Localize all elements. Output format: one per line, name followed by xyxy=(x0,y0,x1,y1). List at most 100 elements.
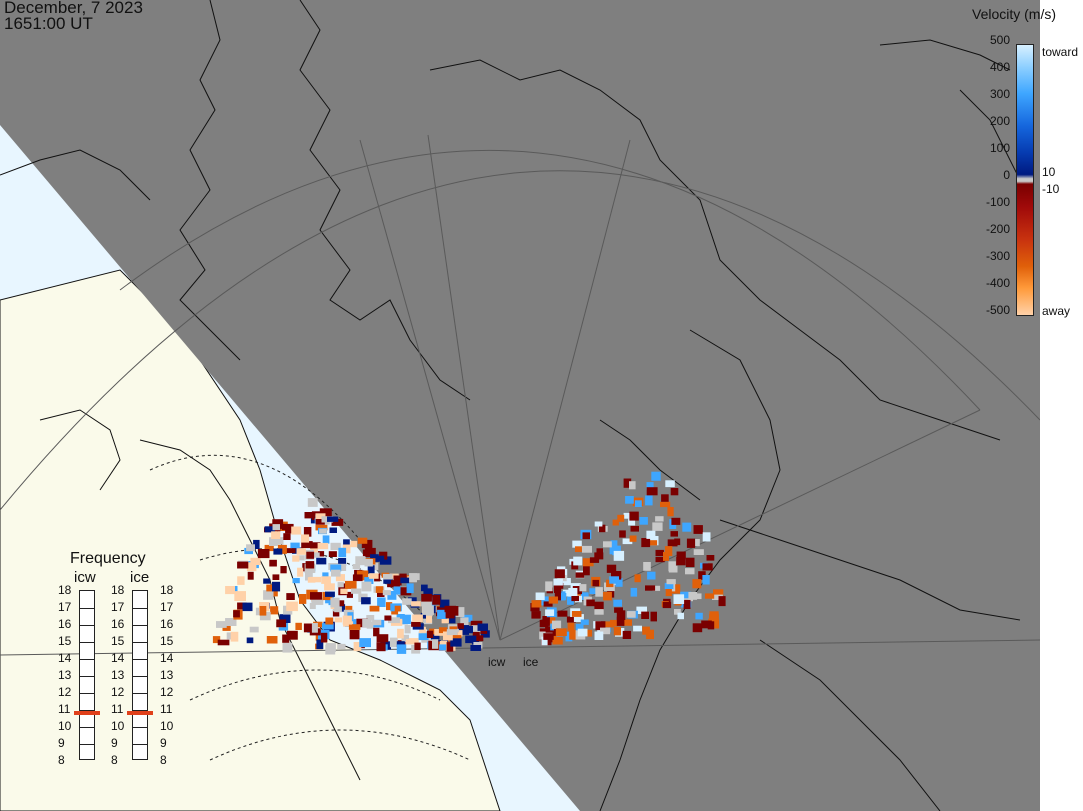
echo-cell xyxy=(639,517,648,525)
echo-cell xyxy=(477,623,488,631)
echo-cell xyxy=(361,539,373,549)
echo-cell xyxy=(664,582,674,589)
echo-cell xyxy=(234,591,246,601)
echo-cell xyxy=(450,638,462,647)
echo-cell xyxy=(306,551,315,559)
velocity-tick: 400 xyxy=(989,60,1010,74)
echo-cell xyxy=(349,629,360,640)
echo-cell xyxy=(286,593,295,600)
echo-cell xyxy=(384,615,392,621)
echo-cell xyxy=(470,620,483,627)
echo-cell xyxy=(426,615,432,623)
echo-cell xyxy=(476,635,484,642)
echo-cell xyxy=(676,551,686,560)
echo-cell xyxy=(388,617,400,624)
echo-cell xyxy=(271,531,281,539)
velocity-legend-title: Velocity (m/s) xyxy=(972,6,1057,22)
echo-cell xyxy=(316,639,324,650)
echo-cell xyxy=(667,539,678,547)
frequency-gridline xyxy=(80,676,94,677)
echo-cell xyxy=(352,564,361,569)
echo-cell xyxy=(437,609,448,619)
echo-cell xyxy=(303,623,312,633)
echo-cell xyxy=(612,545,621,556)
echo-cell xyxy=(377,590,385,597)
echo-cell xyxy=(383,573,393,580)
echo-cell xyxy=(706,555,715,561)
echo-cell xyxy=(628,518,636,526)
echo-cell xyxy=(565,631,573,642)
echo-cell xyxy=(571,561,579,570)
echo-cell xyxy=(285,548,296,554)
echo-cell xyxy=(322,572,329,581)
echo-cell xyxy=(613,626,621,636)
echo-cell xyxy=(713,589,724,599)
echo-cell xyxy=(266,636,278,644)
echo-cell xyxy=(686,538,696,548)
echo-cell xyxy=(322,623,334,630)
echo-cell xyxy=(322,535,330,544)
frequency-selected-marker xyxy=(74,711,100,716)
echo-cell xyxy=(279,614,291,623)
frequency-tick-label: 16 xyxy=(58,617,72,631)
echo-cell xyxy=(438,627,448,634)
echo-cell xyxy=(629,535,637,542)
echo-cell xyxy=(414,642,421,650)
echo-cell xyxy=(233,610,240,618)
echo-cell xyxy=(246,544,255,552)
date-text: December, 7 2023 xyxy=(4,0,143,17)
echo-cell xyxy=(579,584,587,592)
echo-cell xyxy=(379,556,392,565)
echo-cell xyxy=(606,564,617,573)
echo-cell xyxy=(351,588,362,594)
echo-cell xyxy=(589,588,596,595)
velocity-tick: 300 xyxy=(989,87,1010,101)
echo-cell xyxy=(646,629,654,640)
frequency-tick-label: 9 xyxy=(111,736,118,750)
echo-cell xyxy=(609,576,619,584)
frequency-radar-icw: icw xyxy=(74,569,96,586)
echo-cell xyxy=(622,619,632,626)
echo-cell xyxy=(401,634,409,642)
echo-cell xyxy=(443,631,453,641)
frequency-tick-label: 8 xyxy=(111,753,118,767)
echo-cell xyxy=(237,561,249,569)
frequency-tick-label: 10 xyxy=(58,719,72,733)
echo-cell xyxy=(237,602,247,610)
echo-cell xyxy=(343,539,350,546)
echo-cell xyxy=(610,619,619,627)
echo-cell xyxy=(296,548,306,555)
echo-cell xyxy=(264,544,274,552)
echo-cell xyxy=(430,634,440,640)
echo-cell xyxy=(577,628,588,637)
echo-cell xyxy=(307,498,318,507)
echo-cell xyxy=(662,601,672,609)
echo-cell xyxy=(613,599,622,607)
echo-cell xyxy=(321,576,331,584)
echo-cell xyxy=(600,627,611,635)
echo-cell xyxy=(567,596,574,605)
echo-cell xyxy=(387,581,394,588)
echo-cell xyxy=(421,593,432,602)
echo-cell xyxy=(301,534,310,543)
echo-cell xyxy=(359,638,371,648)
echo-cell xyxy=(364,577,374,584)
echo-cell xyxy=(540,596,552,606)
echo-cell xyxy=(641,538,651,548)
echo-cell xyxy=(629,511,639,521)
echo-cell xyxy=(692,623,703,633)
threshold-negative: -10 xyxy=(1042,182,1060,196)
echo-cell xyxy=(217,639,230,646)
frequency-gridline xyxy=(80,625,94,626)
echo-cell xyxy=(373,627,380,637)
echo-cell xyxy=(646,482,654,490)
echo-cell xyxy=(673,594,685,604)
echo-cell xyxy=(319,508,332,518)
echo-cell xyxy=(253,539,260,549)
echo-cell xyxy=(636,606,647,614)
echo-cell xyxy=(582,545,592,553)
echo-cell xyxy=(552,635,563,645)
echo-cell xyxy=(554,569,565,579)
echo-cell xyxy=(317,542,329,550)
echo-cell xyxy=(562,578,571,586)
